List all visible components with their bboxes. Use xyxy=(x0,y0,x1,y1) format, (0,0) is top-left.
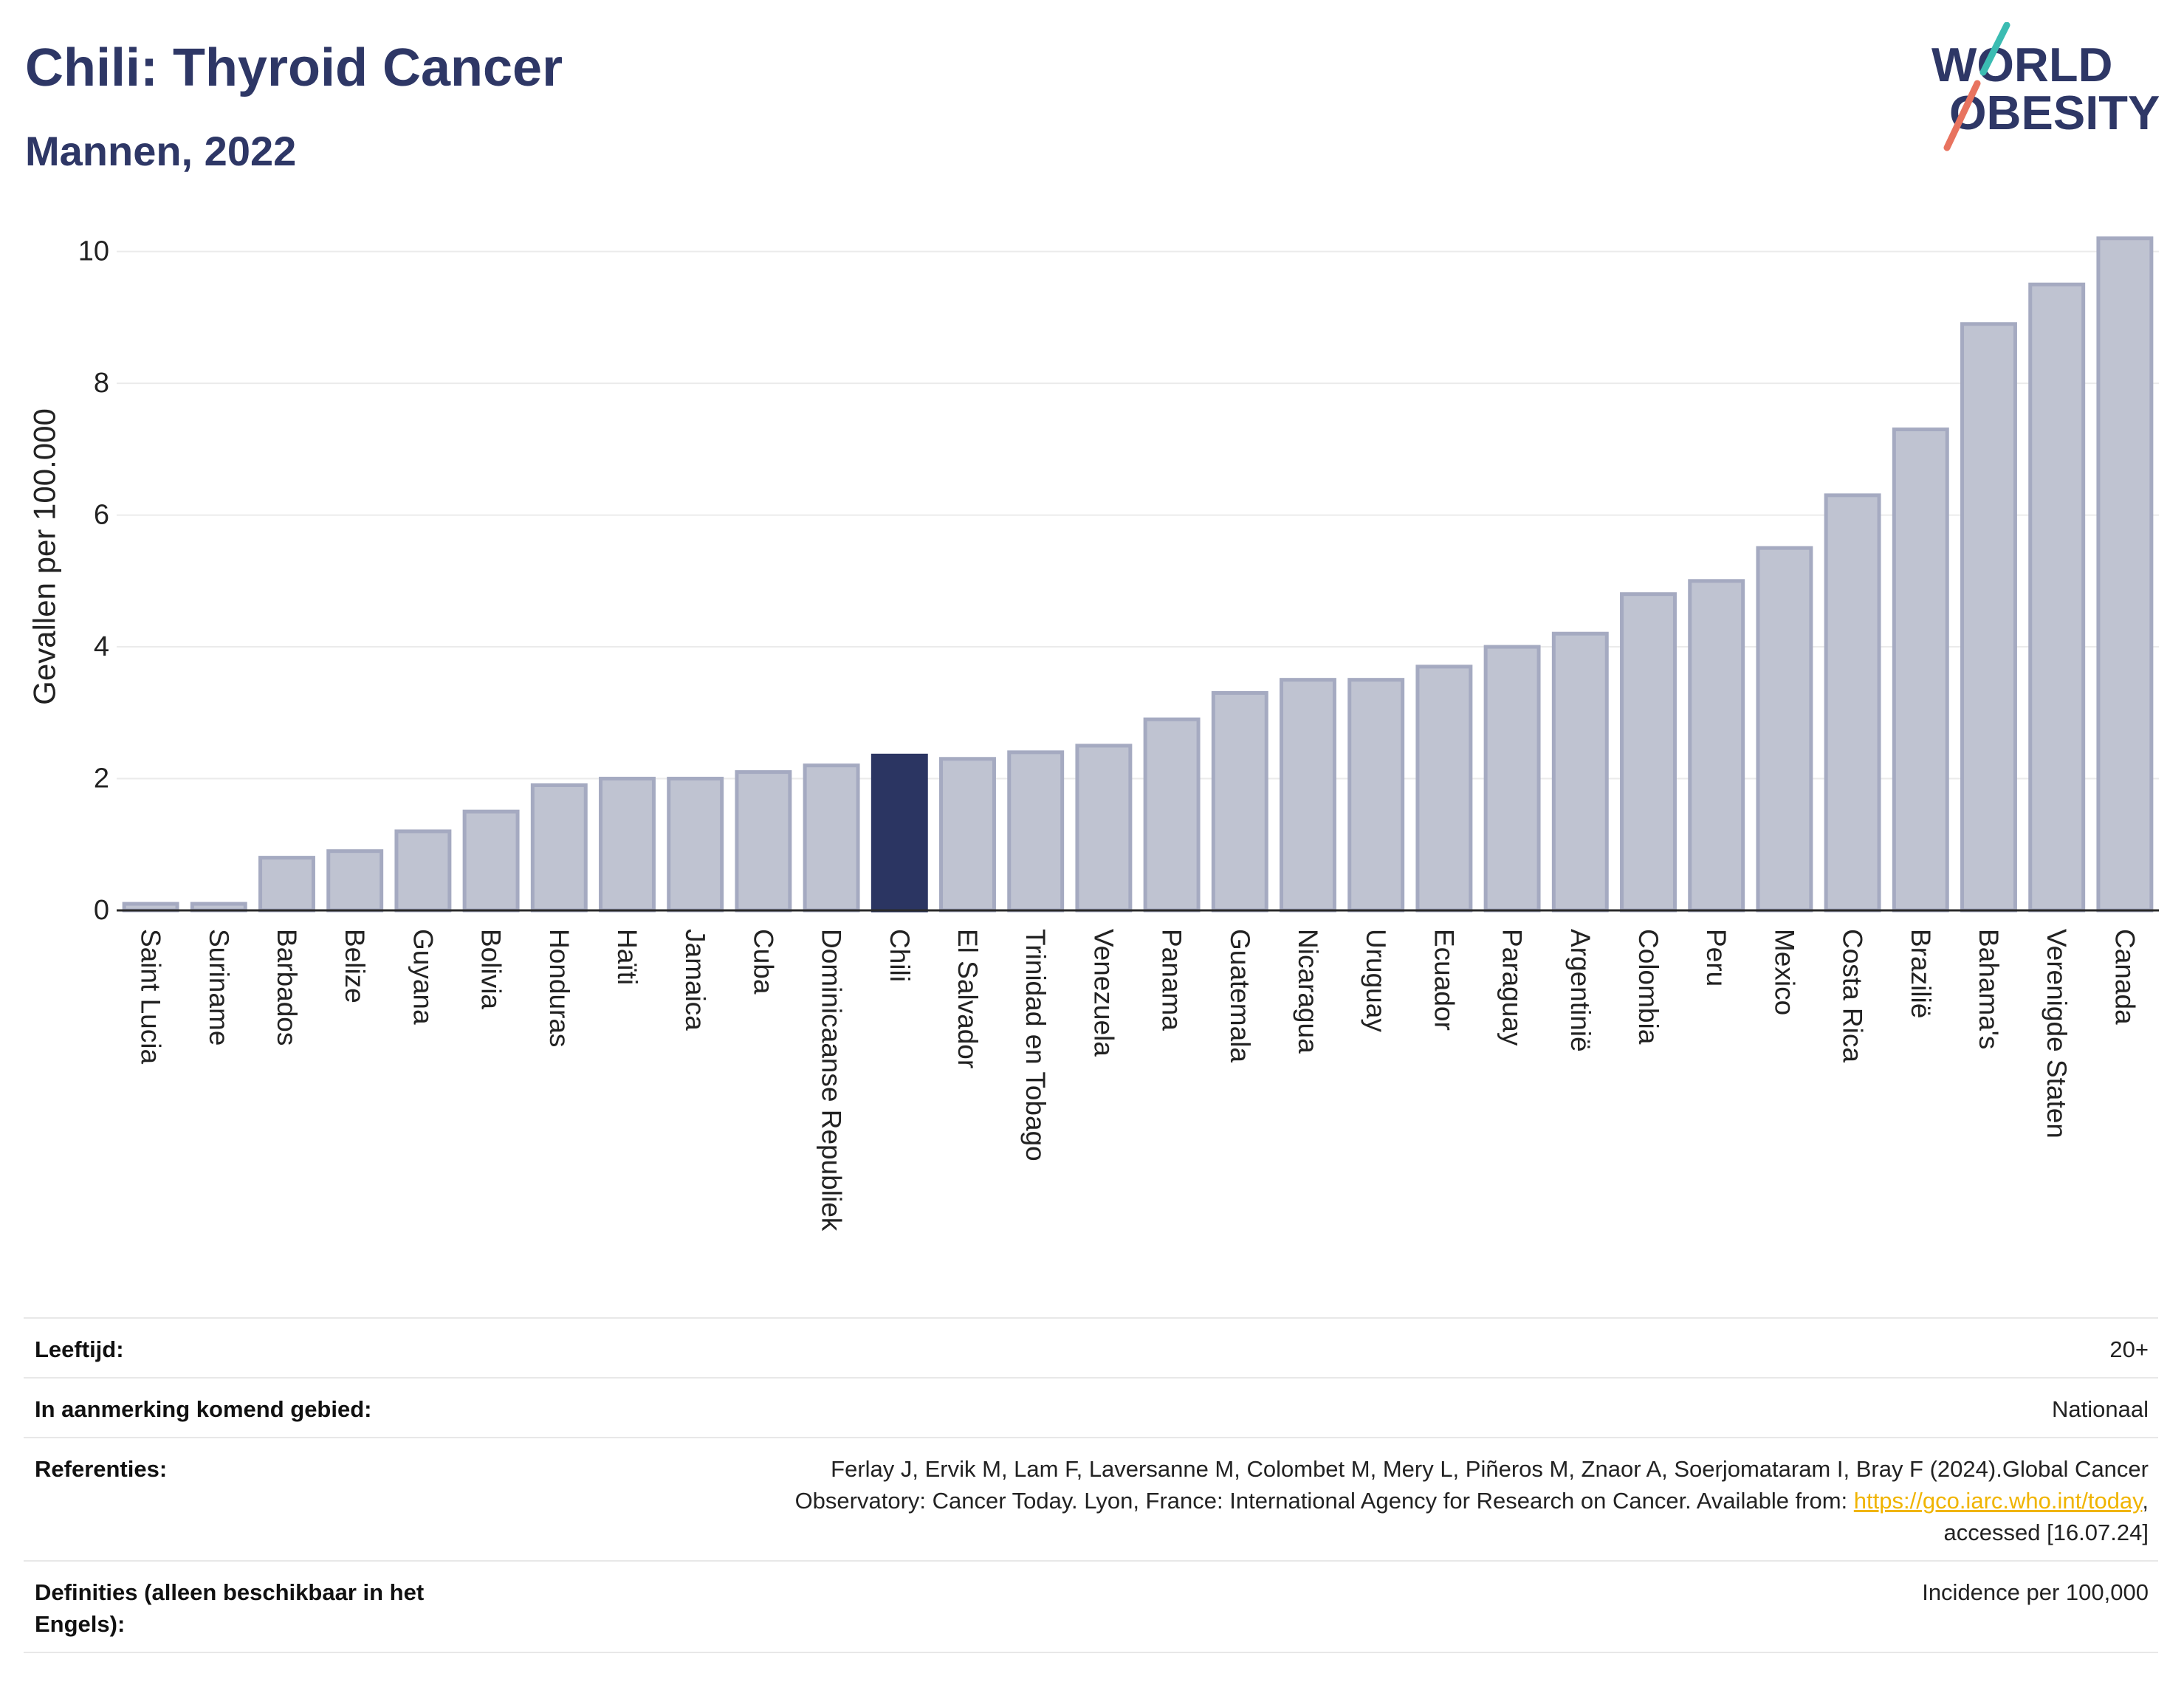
bar-paraguay xyxy=(1483,645,1541,913)
x-tick-label: Nicaragua xyxy=(1293,929,1323,1054)
x-tick-label: Peru xyxy=(1701,929,1731,986)
bar-dominicaanse-republiek xyxy=(803,763,860,913)
bar-belize xyxy=(326,849,384,913)
x-tick-label: Cuba xyxy=(748,929,778,995)
bar-verenigde-staten xyxy=(2028,282,2086,913)
bar-venezuela xyxy=(1075,744,1133,913)
x-tick-label: Paraguay xyxy=(1497,929,1528,1046)
x-tick-label: Venezuela xyxy=(1088,929,1119,1057)
page-subtitle: Mannen, 2022 xyxy=(25,128,297,174)
logo-slash-bottom xyxy=(1943,80,1981,151)
x-tick-label: Honduras xyxy=(544,929,574,1047)
x-tick-label: Argentinië xyxy=(1565,929,1596,1052)
bar-brazilie xyxy=(1892,428,1949,913)
logo-word-world: WORLD xyxy=(1931,38,2113,92)
details-row-definitions: Definities (alleen beschikbaar in het En… xyxy=(24,1560,2158,1653)
references-accessed-text: , accessed [16.07.24] xyxy=(1943,1488,2149,1545)
bar-colombia xyxy=(1620,592,1677,913)
x-tick-label: Chili xyxy=(885,929,915,982)
bar-chili xyxy=(870,753,928,913)
bar-bolivia xyxy=(462,809,520,913)
x-tick-label: Brazilië xyxy=(1906,929,1936,1018)
x-tick-label: Ecuador xyxy=(1429,929,1459,1031)
y-axis-title: Gevallen per 100.000 xyxy=(27,408,62,705)
bar-guatemala xyxy=(1211,691,1268,913)
references-value: Ferlay J, Ervik M, Lam F, Laversanne M, … xyxy=(716,1453,2149,1548)
y-tick-label: 4 xyxy=(94,631,109,662)
x-tick-label: Barbados xyxy=(272,929,302,1046)
bar-chart: 0 2 4 6 8 10 Saint Lucia Suriname Barbados Belize… xyxy=(27,236,2159,1232)
bar-trinidad-en-tobago xyxy=(1007,750,1065,913)
y-tick-label: 6 xyxy=(94,500,109,531)
bar-bahama-s xyxy=(1960,322,2017,913)
references-label: Referenties: xyxy=(35,1456,168,1482)
x-tick-label: Dominicaanse Republiek xyxy=(817,929,847,1232)
area-label: In aanmerking komend gebied: xyxy=(35,1396,372,1422)
bar-mexico xyxy=(1756,546,1813,913)
x-tick-label: Canada xyxy=(2109,929,2140,1025)
area-value: Nationaal xyxy=(2052,1396,2149,1422)
bar-peru xyxy=(1688,579,1745,913)
bar-jamaica xyxy=(667,777,724,913)
details-row-age: Leeftijd: 20+ xyxy=(24,1317,2158,1377)
references-text: Ferlay J, Ervik M, Lam F, Laversanne M, … xyxy=(794,1456,2149,1514)
y-tick-label: 10 xyxy=(78,236,109,267)
x-tick-label: Trinidad en Tobago xyxy=(1020,929,1051,1161)
bar-honduras xyxy=(530,783,588,913)
bar-layer xyxy=(122,236,2154,913)
age-label: Leeftijd: xyxy=(35,1336,124,1362)
x-tick-label: El Salvador xyxy=(952,929,983,1068)
definitions-label: Definities (alleen beschikbaar in het En… xyxy=(35,1579,425,1637)
x-tick-label: Uruguay xyxy=(1361,929,1391,1032)
bar-canada xyxy=(2096,236,2154,913)
details-row-references: Referenties: Ferlay J, Ervik M, Lam F, L… xyxy=(24,1437,2158,1560)
logo-slash-top xyxy=(1979,22,2010,76)
x-tick-label: Bahama's xyxy=(1974,929,2004,1049)
reference-link[interactable]: https://gco.iarc.who.int/today xyxy=(1853,1488,2143,1514)
bar-panama xyxy=(1143,717,1201,913)
bar-guyana xyxy=(394,829,452,913)
x-tick-label: Panama xyxy=(1157,929,1187,1031)
logo-word-obesity: OBESITY xyxy=(1949,86,2160,140)
bar-el-salvador xyxy=(939,757,996,913)
x-tick-label: Haïti xyxy=(612,929,642,985)
definitions-value: Incidence per 100,000 xyxy=(1922,1579,2149,1605)
details-row-area: In aanmerking komend gebied: Nationaal xyxy=(24,1377,2158,1437)
x-tick-label: Saint Lucia xyxy=(136,929,166,1064)
y-tick-label: 2 xyxy=(94,763,109,794)
x-tick-label: Colombia xyxy=(1633,929,1663,1045)
axis-layer: 0 2 4 6 8 10 Saint Lucia Suriname Barbados Belize… xyxy=(78,236,2159,1232)
grid-layer xyxy=(117,250,2159,780)
x-tick-label: Guatemala xyxy=(1225,929,1255,1062)
x-tick-label: Verenigde Staten xyxy=(2042,929,2072,1139)
bar-argentinie xyxy=(1551,631,1609,913)
page-title: Chili: Thyroid Cancer xyxy=(25,38,563,97)
details-table: Leeftijd: 20+ In aanmerking komend gebie… xyxy=(24,1317,2158,1653)
bar-nicaragua xyxy=(1280,678,1336,913)
bar-haiti xyxy=(599,777,656,913)
x-tick-label: Suriname xyxy=(204,929,234,1046)
x-tick-label: Bolivia xyxy=(476,929,506,1009)
x-tick-label: Guyana xyxy=(408,929,438,1025)
x-tick-label: Costa Rica xyxy=(1838,929,1868,1062)
x-tick-label: Mexico xyxy=(1769,929,1799,1015)
bar-uruguay xyxy=(1347,678,1405,913)
y-tick-label: 0 xyxy=(94,895,109,926)
bar-ecuador xyxy=(1415,665,1473,913)
y-tick-label: 8 xyxy=(94,368,109,399)
x-tick-label: Belize xyxy=(340,929,370,1003)
age-value: 20+ xyxy=(2109,1336,2149,1362)
bar-barbados xyxy=(258,856,315,913)
world-obesity-logo: WORLD OBESITY xyxy=(1931,22,2160,151)
bar-costa-rica xyxy=(1824,493,1881,913)
x-tick-label: Jamaica xyxy=(680,929,710,1031)
bar-cuba xyxy=(735,770,792,913)
